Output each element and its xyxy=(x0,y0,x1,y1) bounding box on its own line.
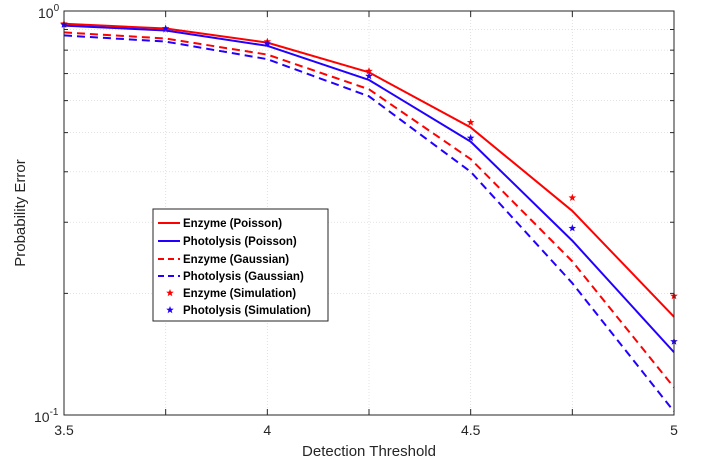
legend: Enzyme (Poisson) Photolysis (Poisson) En… xyxy=(152,208,329,322)
legend-items xyxy=(158,222,180,314)
data-point xyxy=(466,133,475,142)
y-tick-base: 10 xyxy=(34,409,50,425)
data-point xyxy=(161,24,170,32)
series-layer xyxy=(60,19,678,413)
data-point xyxy=(568,193,577,201)
legend-swatch xyxy=(166,289,174,297)
series-line xyxy=(63,34,675,413)
legend-label: Enzyme (Simulation) xyxy=(183,288,296,300)
x-tick-label: 4 xyxy=(263,422,271,438)
series-line xyxy=(63,31,675,389)
x-tick-label: 3.5 xyxy=(54,422,74,438)
y-tick-exponent: -1 xyxy=(50,407,59,418)
data-point xyxy=(263,39,272,47)
x-axis-title: Detection Threshold xyxy=(302,443,436,460)
data-point xyxy=(568,224,577,232)
legend-label: Photolysis (Gaussian) xyxy=(183,271,304,283)
legend-label: Photolysis (Simulation) xyxy=(183,305,311,317)
x-tick-label: 5 xyxy=(670,422,678,438)
legend-label: Enzyme (Gaussian) xyxy=(183,254,289,266)
y-tick-exponent: 0 xyxy=(54,3,60,14)
data-point xyxy=(365,67,373,75)
ticks xyxy=(63,10,675,416)
data-point xyxy=(365,72,373,80)
y-tick-label-top: 100 xyxy=(38,3,60,21)
legend-label: Photolysis (Poisson) xyxy=(183,236,297,248)
legend-box xyxy=(152,208,329,322)
legend-swatch xyxy=(166,306,174,314)
x-tick-label: 4.5 xyxy=(461,422,481,438)
series-photolysis-gaussian xyxy=(63,34,675,413)
data-point xyxy=(466,118,475,126)
legend-label: Enzyme (Poisson) xyxy=(183,218,282,230)
y-axis-title: Probability Error xyxy=(12,159,29,267)
y-tick-base: 10 xyxy=(38,5,54,21)
series-enzyme-gaussian xyxy=(63,31,675,389)
y-tick-label-bottom: 10-1 xyxy=(34,407,59,425)
